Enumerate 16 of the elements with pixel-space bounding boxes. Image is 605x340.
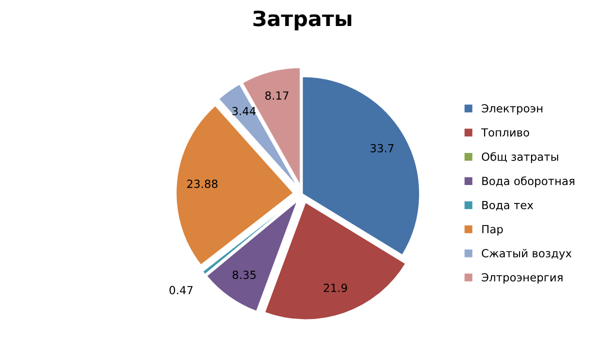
data-label: 23.88 bbox=[187, 180, 218, 188]
legend-label: Общ затраты bbox=[482, 152, 558, 164]
legend-label: Элтроэнергия bbox=[482, 273, 562, 284]
data-label: 0.47 bbox=[170, 286, 193, 294]
data-label: 21.9 bbox=[324, 284, 348, 292]
legend-label: Сжатый воздух bbox=[482, 248, 572, 260]
legend-label: Электроэн bbox=[482, 104, 542, 115]
data-label: 3.44 bbox=[232, 106, 256, 116]
chart-title: Затраты bbox=[253, 10, 352, 30]
data-label: 8.35 bbox=[232, 270, 256, 280]
data-label: 33.7 bbox=[370, 144, 394, 152]
legend-label: Топливо bbox=[481, 128, 530, 137]
data-label: 8.17 bbox=[265, 91, 288, 100]
legend-label: Вода оборотная bbox=[482, 176, 574, 188]
legend-label: Вода тех bbox=[482, 201, 534, 211]
legend-label: Пар bbox=[482, 225, 503, 236]
